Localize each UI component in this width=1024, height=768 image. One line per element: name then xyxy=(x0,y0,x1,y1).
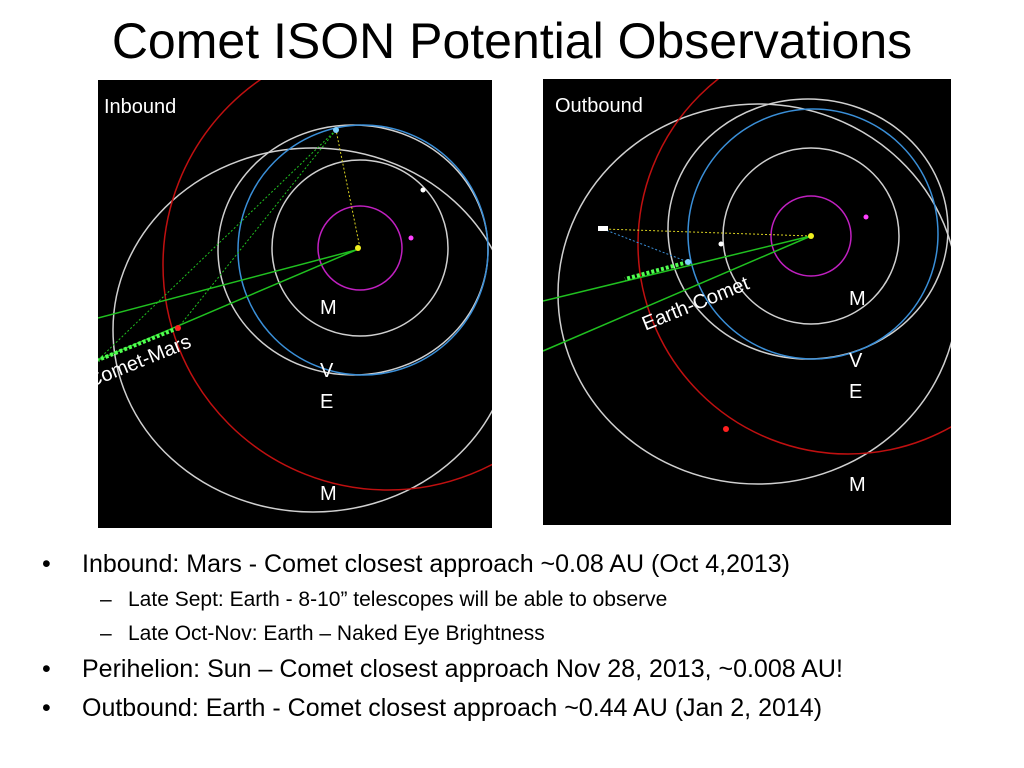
venus-orbit xyxy=(722,147,900,325)
mars-orbit xyxy=(557,103,951,485)
mars-orbit xyxy=(112,147,492,513)
bullet-perihelion: Perihelion: Sun – Comet closest approach… xyxy=(82,655,843,683)
sub-bullet-marker: – xyxy=(100,588,112,611)
outbound-orbit-svg xyxy=(543,79,951,485)
slide-title: Comet ISON Potential Observations xyxy=(111,13,913,69)
outbound-earth-label: E xyxy=(849,381,863,403)
comet-path xyxy=(98,249,357,361)
sub-bullet-late-sept: Late Sept: Earth - 8-10” telescopes will… xyxy=(128,588,668,611)
venus-marker xyxy=(718,241,724,247)
venus-orbit xyxy=(271,159,449,337)
outbound-label: Outbound xyxy=(555,95,643,117)
sightline-sun-earth xyxy=(335,129,361,249)
inbound-earth-label: E xyxy=(320,391,334,413)
comet-tail xyxy=(98,326,179,362)
sightline-earth-comet xyxy=(177,129,337,329)
inbound-venus-label: V xyxy=(320,360,334,382)
comet-tail xyxy=(624,260,689,281)
outbound-mercury-label: M xyxy=(849,288,866,310)
mars-marker xyxy=(723,426,729,432)
outer-white-orbit xyxy=(667,98,949,360)
mercury-orbit xyxy=(770,195,852,277)
sightline-comet-mars xyxy=(98,129,337,361)
comet-path xyxy=(543,235,812,352)
sub-bullet-late-oct: Late Oct-Nov: Earth – Naked Eye Brightne… xyxy=(128,622,545,645)
inbound-orbit-svg xyxy=(98,80,492,513)
earth-orbit xyxy=(687,108,939,360)
outbound-venus-label: V xyxy=(849,350,863,372)
red-orbit xyxy=(162,80,492,491)
bullet-inbound: Inbound: Mars - Comet closest approach ~… xyxy=(82,550,791,578)
earth-marker xyxy=(333,127,339,133)
bullet-marker: • xyxy=(42,550,51,578)
sun-marker xyxy=(355,245,361,251)
sightline-sun-comet xyxy=(602,228,812,237)
earth-marker xyxy=(685,259,691,265)
outbound-mars-label: M xyxy=(849,474,866,496)
sun-marker xyxy=(808,233,814,239)
inbound-label: Inbound xyxy=(104,96,177,118)
earth-orbit xyxy=(237,124,489,376)
sub-bullet-marker: – xyxy=(100,622,112,645)
inbound-orbit-diagram: Inbound Comet-Mars M V E M xyxy=(98,80,492,528)
bullet-marker: • xyxy=(42,694,51,722)
comet-marker xyxy=(598,226,608,231)
sightline-earth-comet xyxy=(602,228,689,263)
bullet-marker: • xyxy=(42,655,51,683)
mercury-marker xyxy=(863,214,869,220)
venus-marker xyxy=(420,187,426,193)
bullet-outbound: Outbound: Earth - Comet closest approach… xyxy=(82,694,823,722)
red-orbit xyxy=(637,79,951,455)
inbound-mercury-label: M xyxy=(320,297,337,319)
mercury-marker xyxy=(408,235,414,241)
mercury-orbit xyxy=(317,205,403,291)
outbound-orbit-diagram: Outbound Earth-Comet M V E M xyxy=(543,79,951,525)
inbound-mars-label: M xyxy=(320,483,337,505)
mars-marker xyxy=(175,325,181,331)
